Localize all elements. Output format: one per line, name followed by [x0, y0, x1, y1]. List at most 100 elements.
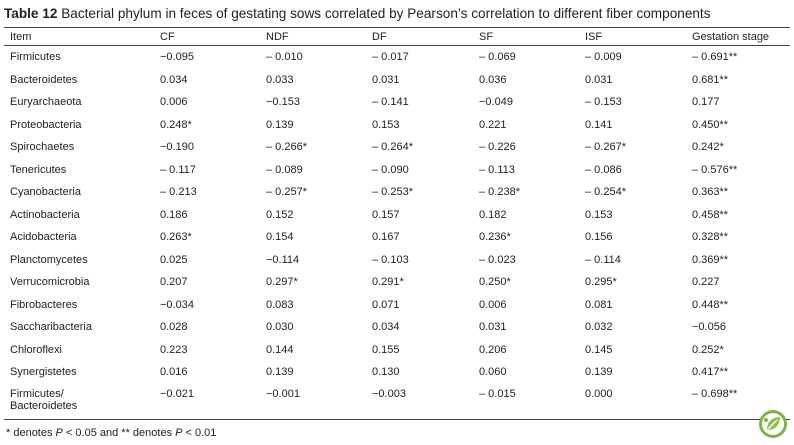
cell-cf: −0.095	[160, 51, 194, 64]
cell-cf: 0.263*	[160, 231, 192, 244]
cell-gestation-stage: 0.242*	[692, 141, 724, 154]
table-row: Tenericutes – 0.117 – 0.089 – 0.090 – 0.113 –…	[4, 159, 790, 182]
cell-df: 0.291*	[372, 276, 404, 289]
table-row: Saccharibacteria 0.028 0.030 0.034 0.031 0.03…	[4, 316, 790, 339]
column-header-isf: ISF	[579, 27, 686, 46]
cell-isf: 0.141	[585, 118, 613, 131]
cell-item: Actinobacteria	[10, 208, 80, 221]
table-row: Verrucomicrobia 0.207 0.297* 0.291* 0.250* 0.…	[4, 271, 790, 294]
cell-cf: −0.021	[160, 387, 194, 400]
cell-item: Planctomycetes	[10, 253, 88, 266]
cell-gestation-stage: 0.363**	[692, 186, 729, 199]
cell-isf: 0.295*	[585, 276, 617, 289]
column-header-ndf: NDF	[260, 27, 366, 46]
cell-ndf: 0.154	[266, 231, 294, 244]
table-body: Firmicutes −0.095 – 0.010 – 0.017 – 0.069 – 0…	[4, 46, 790, 419]
column-header-item: Item	[4, 27, 154, 46]
table-row: Synergistetes 0.016 0.139 0.130 0.060 0.139 0.…	[4, 361, 790, 384]
cell-gestation-stage: 0.227	[692, 276, 720, 289]
cell-ndf: 0.139	[266, 118, 294, 131]
cell-isf: 0.145	[585, 343, 613, 356]
cell-gestation-stage: 0.417**	[692, 366, 729, 379]
cell-cf: 0.223	[160, 343, 188, 356]
cell-item: Cyanobacteria	[10, 186, 81, 199]
cell-isf: – 0.086	[585, 163, 622, 176]
cell-cf: 0.006	[160, 96, 188, 109]
cell-item: Firmicutes/Bacteroidetes	[10, 387, 78, 412]
cell-item: Fibrobacteres	[10, 298, 78, 311]
table-row: Euryarchaeota 0.006 −0.153 – 0.141 −0.049 – 0…	[4, 91, 790, 114]
cell-gestation-stage: 0.177	[692, 96, 720, 109]
cell-item: Spirochaetes	[10, 141, 75, 154]
cell-sf: 0.182	[479, 208, 507, 221]
cell-isf: 0.031	[585, 73, 613, 86]
cell-item: Acidobacteria	[10, 231, 77, 244]
cell-sf: – 0.023	[479, 253, 516, 266]
cell-sf: – 0.015	[479, 387, 516, 400]
cell-gestation-stage: 0.450**	[692, 118, 729, 131]
cell-df: – 0.264*	[372, 141, 413, 154]
cell-cf: 0.025	[160, 253, 188, 266]
footnote-text-3: < 0.01	[182, 427, 217, 439]
cell-ndf: 0.033	[266, 73, 294, 86]
cell-item: Saccharibacteria	[10, 321, 92, 334]
cell-cf: – 0.117	[160, 163, 196, 176]
cell-sf: – 0.113	[479, 163, 515, 176]
cell-item: Tenericutes	[10, 163, 67, 176]
cell-df: 0.031	[372, 73, 400, 86]
footnote-text-1: * denotes	[6, 427, 56, 439]
cell-df: – 0.103	[372, 253, 409, 266]
table-caption-label: Table 12	[4, 6, 58, 21]
table-row: Firmicutes/Bacteroidetes −0.021 −0.001 −0.0…	[4, 384, 790, 419]
cell-sf: – 0.226	[479, 141, 516, 154]
column-header-df: DF	[366, 27, 473, 46]
column-header-sf: SF	[473, 27, 579, 46]
cell-sf: – 0.069	[479, 51, 516, 64]
cell-df: 0.034	[372, 321, 400, 334]
cell-df: – 0.141	[372, 96, 409, 109]
cell-isf: – 0.153	[585, 96, 622, 109]
cell-cf: −0.190	[160, 141, 194, 154]
cell-df: 0.167	[372, 231, 400, 244]
cell-sf: 0.206	[479, 343, 507, 356]
cell-item: Verrucomicrobia	[10, 276, 90, 289]
cell-isf: – 0.254*	[585, 186, 626, 199]
table-caption: Table 12 Bacterial phylum in feces of ge…	[4, 5, 790, 22]
table-row: Spirochaetes −0.190 – 0.266* – 0.264* – 0.22…	[4, 136, 790, 159]
cell-df: – 0.090	[372, 163, 409, 176]
cell-ndf: 0.144	[266, 343, 294, 356]
cell-gestation-stage: 0.448**	[692, 298, 729, 311]
cell-item: Euryarchaeota	[10, 96, 82, 109]
cell-ndf: −0.114	[266, 253, 300, 266]
cell-sf: 0.236*	[479, 231, 511, 244]
cell-ndf: −0.153	[266, 96, 300, 109]
cell-isf: 0.139	[585, 366, 613, 379]
cell-ndf: −0.001	[266, 387, 300, 400]
cell-isf: 0.000	[585, 387, 613, 400]
cell-cf: 0.016	[160, 366, 188, 379]
cell-df: −0.003	[372, 387, 406, 400]
table-row: Proteobacteria 0.248* 0.139 0.153 0.221 0.141…	[4, 114, 790, 137]
footnote-text-2: < 0.05 and ** denotes	[62, 427, 176, 439]
cell-sf: 0.221	[479, 118, 507, 131]
cell-ndf: 0.083	[266, 298, 294, 311]
cell-df: 0.071	[372, 298, 400, 311]
table-row: Chloroflexi 0.223 0.144 0.155 0.206 0.145 0.25…	[4, 339, 790, 362]
cell-df: 0.155	[372, 343, 400, 356]
cell-cf: 0.034	[160, 73, 188, 86]
cell-ndf: – 0.266*	[266, 141, 307, 154]
badge-dot	[764, 418, 768, 422]
table-row: Bacteroidetes 0.034 0.033 0.031 0.036 0.031 0.…	[4, 69, 790, 92]
table-row: Cyanobacteria – 0.213 – 0.257* – 0.253* – 0.…	[4, 181, 790, 204]
cell-cf: 0.186	[160, 208, 188, 221]
cell-cf: – 0.213	[160, 186, 197, 199]
cell-cf: −0.034	[160, 298, 194, 311]
cell-df: 0.153	[372, 118, 400, 131]
cell-item: Synergistetes	[10, 366, 77, 379]
column-header-gestation-stage: Gestation stage	[686, 27, 790, 46]
leaf-badge-graphic	[759, 410, 787, 438]
cell-sf: 0.060	[479, 366, 507, 379]
cell-sf: 0.250*	[479, 276, 511, 289]
table-header-row: Item CF NDF DF SF ISF Gestation stage	[4, 27, 790, 46]
correlation-table: Item CF NDF DF SF ISF Gestation stage Fi…	[4, 27, 790, 420]
